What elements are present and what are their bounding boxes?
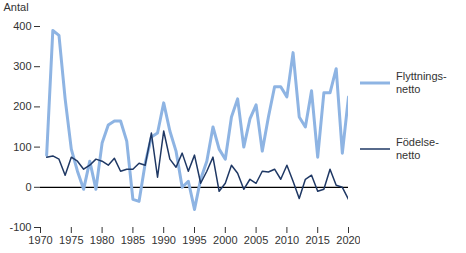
svg-text:-100: -100	[9, 221, 31, 233]
svg-text:1975: 1975	[59, 234, 83, 246]
svg-text:1990: 1990	[151, 234, 175, 246]
svg-text:400: 400	[13, 20, 31, 32]
svg-text:2005: 2005	[244, 234, 268, 246]
svg-text:200: 200	[13, 100, 31, 112]
svg-text:2010: 2010	[275, 234, 299, 246]
svg-text:Antal: Antal	[4, 1, 29, 13]
svg-text:2015: 2015	[305, 234, 329, 246]
html-text:Födelse- netto: Födelse- netto	[396, 136, 439, 161]
svg-text:300: 300	[13, 60, 31, 72]
html-text:Flyttnings- netto: Flyttnings- netto	[396, 70, 447, 95]
svg-text:1970: 1970	[28, 234, 52, 246]
svg-text:1980: 1980	[90, 234, 114, 246]
svg-text:100: 100	[13, 141, 31, 153]
svg-text:1995: 1995	[182, 234, 206, 246]
svg-text:2000: 2000	[213, 234, 237, 246]
svg-text:1985: 1985	[121, 234, 145, 246]
svg-text:0: 0	[25, 181, 31, 193]
svg-text:2020: 2020	[336, 234, 360, 246]
